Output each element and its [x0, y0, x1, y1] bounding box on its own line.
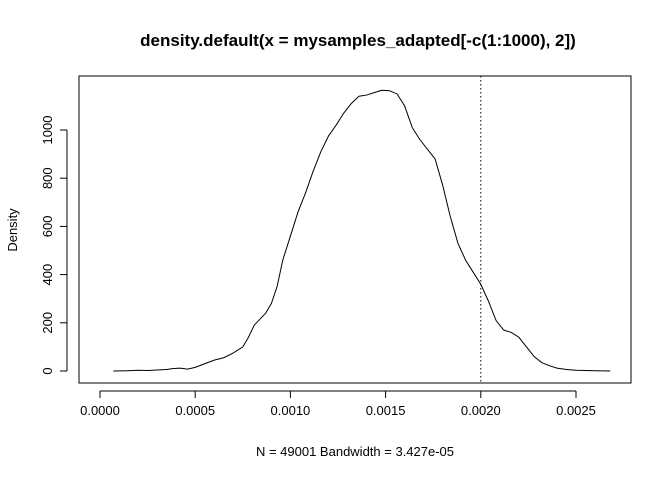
chart-title: density.default(x = mysamples_adapted[-c…	[140, 31, 576, 50]
y-tick-label: 1000	[40, 116, 55, 145]
y-tick-label: 800	[40, 167, 55, 189]
x-axis: 0.0000 0.0005 0.0010 0.0015 0.0020 0.0025	[80, 390, 596, 418]
y-axis: 0 200 400 600 800 1000	[40, 116, 68, 375]
x-tick-label: 0.0025	[556, 403, 596, 418]
x-tick-label: 0.0000	[80, 403, 120, 418]
density-curve	[113, 89, 611, 372]
x-tick-label: 0.0010	[271, 403, 311, 418]
y-tick-label: 200	[40, 312, 55, 334]
x-tick-label: 0.0020	[461, 403, 501, 418]
plot-frame	[78, 75, 632, 384]
y-tick-label: 400	[40, 264, 55, 286]
x-axis-label: N = 49001 Bandwidth = 3.427e-05	[256, 444, 454, 459]
x-tick-label: 0.0005	[175, 403, 215, 418]
y-tick-label: 600	[40, 216, 55, 238]
y-tick-label: 0	[40, 367, 55, 374]
y-axis-label: Density	[5, 208, 20, 252]
x-tick-label: 0.0015	[366, 403, 406, 418]
